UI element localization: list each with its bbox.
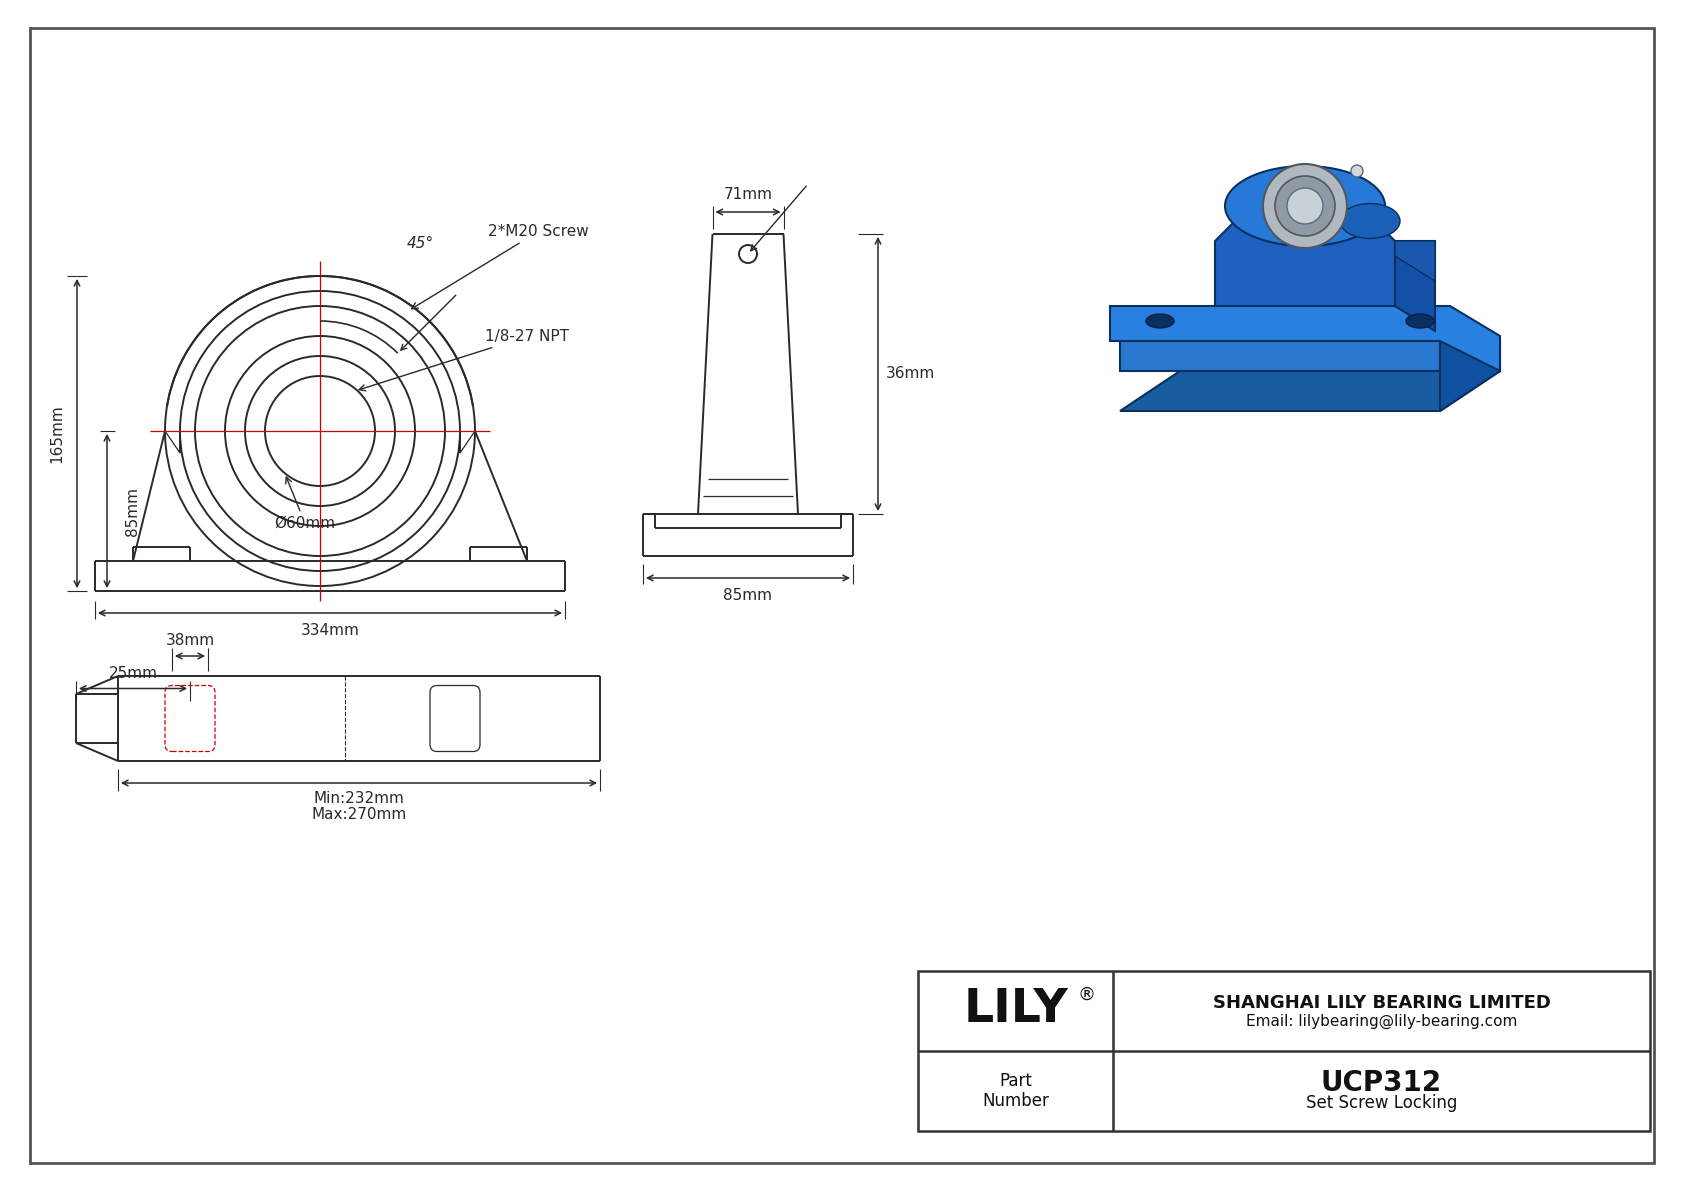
Text: 334mm: 334mm <box>300 623 359 638</box>
Polygon shape <box>1214 206 1394 306</box>
Polygon shape <box>1440 341 1500 411</box>
Text: 2*M20 Screw: 2*M20 Screw <box>411 224 589 308</box>
Text: LILY: LILY <box>963 986 1068 1031</box>
Text: Email: lilybearing@lily-bearing.com: Email: lilybearing@lily-bearing.com <box>1246 1014 1517 1029</box>
Text: Ø60mm: Ø60mm <box>274 478 335 531</box>
Text: Max:270mm: Max:270mm <box>312 807 406 822</box>
Polygon shape <box>1120 372 1500 411</box>
Ellipse shape <box>1406 314 1435 328</box>
Text: Set Screw Locking: Set Screw Locking <box>1305 1095 1457 1112</box>
Ellipse shape <box>1224 166 1384 247</box>
Polygon shape <box>1120 341 1440 372</box>
Polygon shape <box>1394 241 1435 331</box>
Text: 38mm: 38mm <box>165 632 214 648</box>
Text: 85mm: 85mm <box>724 588 773 603</box>
Text: Min:232mm: Min:232mm <box>313 791 404 806</box>
Text: UCP312: UCP312 <box>1320 1070 1442 1097</box>
Circle shape <box>1263 164 1347 248</box>
Circle shape <box>1351 166 1362 177</box>
Ellipse shape <box>1340 204 1399 238</box>
Text: Part
Number: Part Number <box>982 1072 1049 1110</box>
Circle shape <box>1275 176 1335 236</box>
Polygon shape <box>1394 241 1435 281</box>
Text: 1/8-27 NPT: 1/8-27 NPT <box>359 329 569 391</box>
Circle shape <box>1287 188 1324 224</box>
Text: 36mm: 36mm <box>886 367 935 381</box>
Text: 45°: 45° <box>406 236 433 251</box>
Bar <box>918 971 1650 1131</box>
Text: ®: ® <box>1078 986 1096 1004</box>
Text: 165mm: 165mm <box>49 404 64 463</box>
Text: 85mm: 85mm <box>125 486 140 536</box>
Polygon shape <box>1110 306 1500 372</box>
Text: 71mm: 71mm <box>724 187 773 202</box>
Text: SHANGHAI LILY BEARING LIMITED: SHANGHAI LILY BEARING LIMITED <box>1212 994 1551 1012</box>
Text: 25mm: 25mm <box>108 666 158 680</box>
Ellipse shape <box>1147 314 1174 328</box>
